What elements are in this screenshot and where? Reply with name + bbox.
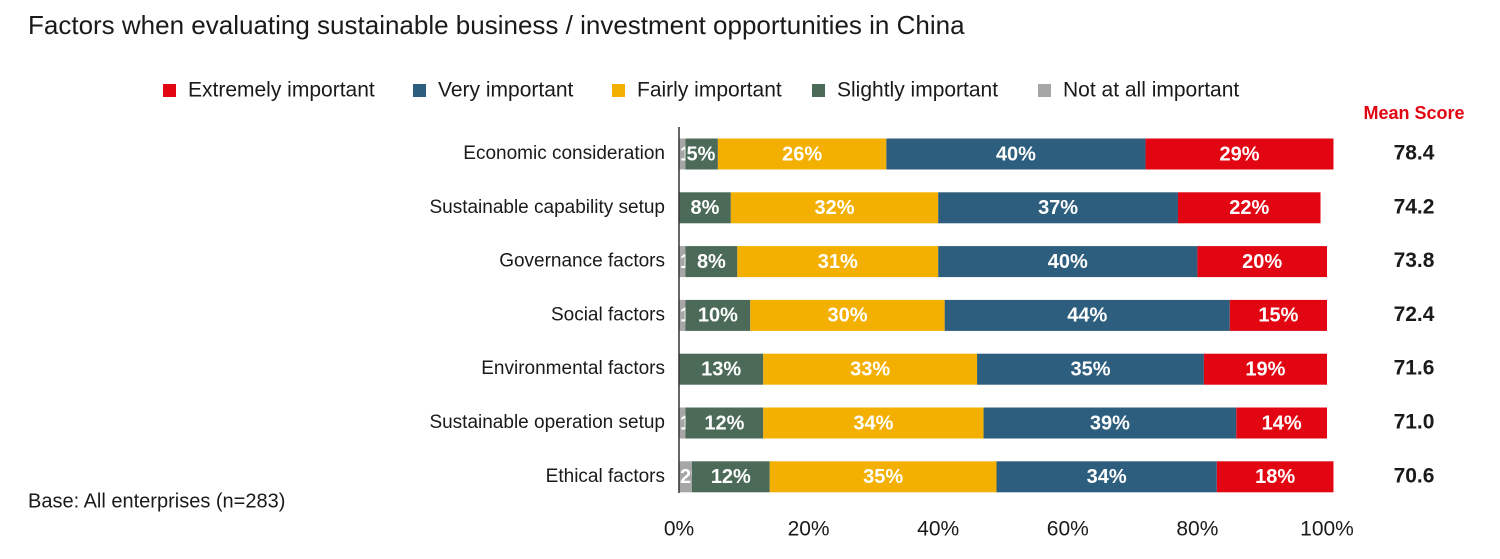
bar-segment bbox=[685, 246, 738, 278]
x-tick-label: 40% bbox=[917, 518, 959, 541]
legend-swatch bbox=[1038, 84, 1051, 97]
bar-segment bbox=[679, 407, 686, 439]
mean-score: 70.6 bbox=[1394, 464, 1435, 487]
bar-segment bbox=[685, 138, 718, 170]
bar-segment bbox=[983, 407, 1237, 439]
bar-segment bbox=[1236, 407, 1327, 439]
bar-segment bbox=[1229, 299, 1327, 331]
bar-segment bbox=[944, 299, 1230, 331]
value-label: 34% bbox=[853, 412, 893, 434]
value-label: 35% bbox=[1070, 358, 1110, 380]
value-label: 15% bbox=[1258, 305, 1298, 327]
value-label: 14% bbox=[1262, 412, 1302, 434]
legend-label: Fairly important bbox=[637, 79, 782, 102]
category-label: Economic consideration bbox=[463, 143, 665, 164]
bar-segment bbox=[685, 299, 751, 331]
bar-segment bbox=[938, 192, 1178, 224]
value-label: 5% bbox=[686, 143, 715, 165]
mean-score: 78.4 bbox=[1394, 142, 1435, 165]
bar-segment bbox=[691, 461, 770, 493]
bar-segment bbox=[1216, 461, 1334, 493]
legend-swatch bbox=[163, 84, 176, 97]
value-label: 10% bbox=[698, 305, 738, 327]
bar-segment bbox=[679, 299, 686, 331]
value-label: 34% bbox=[1087, 466, 1127, 488]
bar-segment bbox=[750, 299, 945, 331]
value-label: 20% bbox=[1242, 251, 1282, 273]
mean-score: 73.8 bbox=[1394, 249, 1435, 272]
x-tick-label: 20% bbox=[788, 518, 830, 541]
value-label: 12% bbox=[704, 412, 744, 434]
legend-label: Extremely important bbox=[188, 79, 375, 102]
mean-score: 71.6 bbox=[1394, 357, 1435, 380]
bar-segment bbox=[685, 407, 764, 439]
legend-swatch bbox=[413, 84, 426, 97]
base-note: Base: All enterprises (n=283) bbox=[28, 490, 285, 512]
bar-segment bbox=[679, 353, 764, 385]
value-label: 31% bbox=[818, 251, 858, 273]
bar-segment bbox=[717, 138, 887, 170]
category-label: Governance factors bbox=[499, 251, 665, 272]
value-label: 37% bbox=[1038, 197, 1078, 219]
bar-segment bbox=[679, 461, 692, 493]
x-tick-label: 100% bbox=[1300, 518, 1354, 541]
value-label: 35% bbox=[863, 466, 903, 488]
value-label: 18% bbox=[1255, 466, 1295, 488]
value-label: 13% bbox=[701, 358, 741, 380]
value-label: 44% bbox=[1067, 305, 1107, 327]
legend-label: Not at all important bbox=[1063, 79, 1239, 102]
value-label: 39% bbox=[1090, 412, 1130, 434]
bar-segment bbox=[679, 246, 686, 278]
bar-segment bbox=[769, 461, 997, 493]
legend-swatch bbox=[812, 84, 825, 97]
bar-segment bbox=[763, 407, 984, 439]
x-tick-label: 80% bbox=[1176, 518, 1218, 541]
legend-label: Slightly important bbox=[837, 79, 998, 102]
bar-segment bbox=[679, 192, 731, 224]
bar-segment bbox=[996, 461, 1217, 493]
value-label: 30% bbox=[827, 305, 867, 327]
bar-segment bbox=[886, 138, 1146, 170]
bar-segment bbox=[1145, 138, 1334, 170]
legend-label: Very important bbox=[438, 79, 574, 102]
bar-segment bbox=[938, 246, 1198, 278]
value-label: 22% bbox=[1229, 197, 1269, 219]
mean-score: 71.0 bbox=[1394, 411, 1435, 434]
category-label: Sustainable operation setup bbox=[429, 412, 665, 433]
bar-segment bbox=[737, 246, 939, 278]
value-label: 12% bbox=[711, 466, 751, 488]
bar-segment bbox=[730, 192, 939, 224]
mean-score: 72.4 bbox=[1394, 303, 1435, 326]
value-label: 19% bbox=[1245, 358, 1285, 380]
category-label: Ethical factors bbox=[546, 466, 665, 487]
mean-score: 74.2 bbox=[1394, 195, 1435, 218]
value-label: 40% bbox=[1048, 251, 1088, 273]
bar-segment bbox=[679, 138, 686, 170]
mean-score-title: Mean Score bbox=[1363, 103, 1464, 123]
category-label: Social factors bbox=[551, 304, 665, 325]
value-label: 40% bbox=[996, 143, 1036, 165]
bar-segment bbox=[977, 353, 1204, 385]
legend-swatch bbox=[612, 84, 625, 97]
category-label: Environmental factors bbox=[481, 358, 665, 379]
bar-segment bbox=[1197, 246, 1327, 278]
x-tick-label: 0% bbox=[664, 518, 694, 541]
chart-title: Factors when evaluating sustainable busi… bbox=[28, 10, 965, 40]
bar-segment bbox=[1177, 192, 1321, 224]
bar-segment bbox=[763, 353, 978, 385]
value-label: 29% bbox=[1220, 143, 1260, 165]
value-label: 8% bbox=[690, 197, 719, 219]
value-label: 32% bbox=[815, 197, 855, 219]
value-label: 33% bbox=[850, 358, 890, 380]
category-label: Sustainable capability setup bbox=[429, 197, 665, 218]
value-label: 8% bbox=[697, 251, 726, 273]
x-tick-label: 60% bbox=[1047, 518, 1089, 541]
bar-segment bbox=[1203, 353, 1327, 385]
value-label: 26% bbox=[782, 143, 822, 165]
